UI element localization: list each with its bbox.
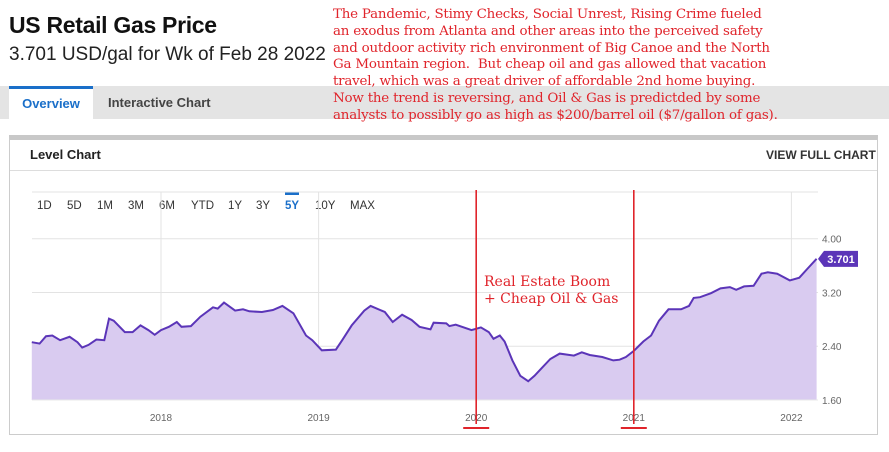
- boom-line-1: Real Estate Boom: [484, 274, 611, 290]
- range-1y[interactable]: 1Y: [228, 200, 243, 212]
- y-tick-label: 1.60: [822, 396, 842, 407]
- annotation-line: Ga Mountain region. But cheap oil and ga…: [333, 57, 767, 73]
- divider: [10, 170, 877, 171]
- price-subtitle: 3.701 USD/gal for Wk of Feb 28 2022: [9, 44, 326, 65]
- view-full-chart-link[interactable]: VIEW FULL CHART: [766, 148, 876, 162]
- price-line: [31, 258, 818, 383]
- range-3y[interactable]: 3Y: [256, 200, 271, 212]
- range-10y[interactable]: 10Y: [315, 200, 336, 212]
- x-tick-label: 2018: [150, 413, 173, 424]
- tab-interactive-chart[interactable]: Interactive Chart: [108, 95, 211, 110]
- tab-bar: [0, 86, 889, 119]
- range-ytd[interactable]: YTD: [191, 200, 214, 212]
- y-tick-label: 2.40: [822, 342, 842, 353]
- page-title: US Retail Gas Price: [9, 12, 217, 38]
- y-tick-label: 4.00: [822, 235, 842, 246]
- annotation-line: an exodus from Atlanta and other areas i…: [333, 23, 763, 39]
- range-max[interactable]: MAX: [350, 200, 375, 212]
- annotation-line: The Pandemic, Stimy Checks, Social Unres…: [333, 7, 762, 22]
- boom-line-2: + Cheap Oil & Gas: [484, 291, 619, 307]
- panel-title: Level Chart: [30, 147, 101, 162]
- last-value-tag: [818, 250, 858, 267]
- last-value-label: 3.701: [827, 254, 855, 266]
- annotation-text: The Pandemic, Stimy Checks, Social Unres…: [333, 7, 889, 125]
- price-area: [31, 258, 817, 400]
- annotation-line: Now the trend is reversing, and Oil & Ga…: [333, 90, 761, 106]
- range-1d[interactable]: 1D: [37, 200, 52, 212]
- annotation-line: travel, which was a great driver of affo…: [333, 74, 756, 90]
- x-tick-label: 2022: [780, 413, 803, 424]
- y-tick-label: 3.20: [822, 288, 842, 299]
- range-5y[interactable]: 5Y: [285, 192, 300, 212]
- range-1m[interactable]: 1M: [97, 200, 113, 212]
- level-chart-panel: [9, 135, 878, 435]
- x-tick-label: 2019: [307, 413, 330, 424]
- tab-overview[interactable]: Overview: [9, 86, 93, 119]
- annotation-line: and outdoor activity rich environment of…: [333, 40, 770, 56]
- range-3m[interactable]: 3M: [128, 200, 144, 212]
- range-6m[interactable]: 6M: [159, 200, 175, 212]
- range-5d[interactable]: 5D: [67, 200, 82, 212]
- annotation-line: analysts to possibly go as high as $200/…: [333, 107, 778, 123]
- boom-annotation: Real Estate Boom + Cheap Oil & Gas: [484, 274, 618, 308]
